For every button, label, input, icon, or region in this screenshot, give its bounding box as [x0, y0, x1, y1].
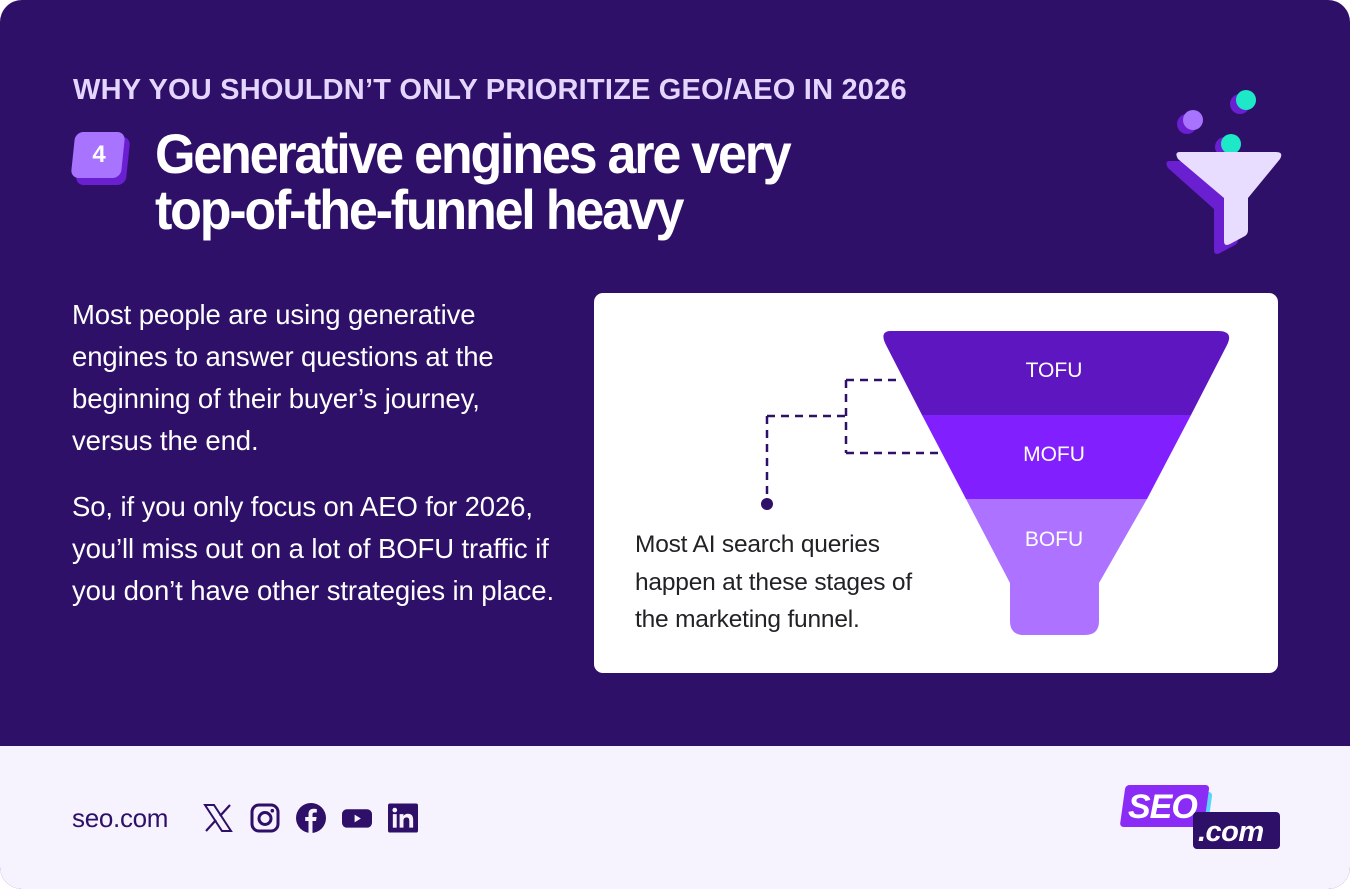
funnel-stage-bofu	[966, 499, 1147, 635]
funnel-stage-mofu	[922, 415, 1191, 499]
facebook-icon[interactable]	[296, 803, 326, 833]
connector-lines	[765, 378, 940, 498]
site-link[interactable]: seo.com	[72, 803, 169, 833]
eyebrow-heading: WHY YOU SHOULDN’T ONLY PRIORITIZE GEO/AE…	[73, 74, 907, 106]
diagram-caption: Most AI search queries happen at these s…	[635, 531, 912, 633]
body-paragraph-1: Most people are using generative engines…	[72, 299, 494, 456]
logo-secondary: .com	[1198, 816, 1264, 848]
x-icon[interactable]	[203, 803, 233, 833]
linkedin-icon[interactable]	[388, 803, 418, 833]
body-text: Most people are using generative engines…	[72, 294, 562, 636]
funnel-stage-tofu	[883, 331, 1230, 415]
instagram-icon[interactable]	[250, 803, 280, 833]
title-line-1: Generative engines are very	[155, 122, 792, 185]
funnel-diagram-panel: TOFU MOFU BOFU Most AI search queries ha…	[594, 293, 1278, 673]
stage-label-tofu: TOFU	[1025, 359, 1083, 382]
seo-com-logo[interactable]: SEO .com	[1118, 782, 1280, 852]
stage-label-bofu: BOFU	[1024, 528, 1084, 551]
title-line-2: top-of-the-funnel heavy	[155, 178, 685, 241]
body-paragraph-2: So, if you only focus on AEO for 2026, y…	[72, 491, 555, 606]
stage-label-mofu: MOFU	[1023, 443, 1085, 466]
funnel-with-dots-icon	[1166, 90, 1282, 254]
connector-dot	[761, 498, 773, 510]
number-badge: 4	[70, 132, 131, 185]
number-badge-value: 4	[92, 141, 106, 168]
logo-primary: SEO	[1128, 788, 1197, 826]
funnel-diagram	[761, 331, 1230, 635]
youtube-icon[interactable]	[342, 803, 372, 833]
page-title: Generative engines are very top-of-the-f…	[155, 126, 992, 238]
